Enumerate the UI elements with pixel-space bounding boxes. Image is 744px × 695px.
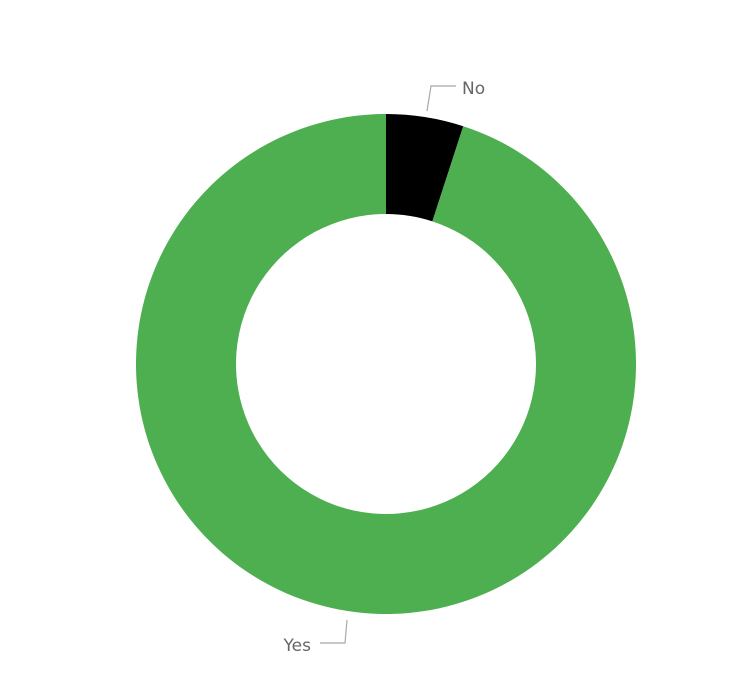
leader-line-no	[426, 85, 456, 112]
donut-slices	[136, 114, 637, 615]
leader-line-yes	[320, 619, 348, 644]
label-leaders	[320, 85, 456, 644]
slice-yes	[136, 114, 637, 615]
slice-no	[386, 114, 464, 222]
slice-label-no: No	[462, 79, 485, 99]
slice-label-yes: Yes	[283, 636, 312, 656]
slice-labels: No Yes	[283, 79, 486, 656]
